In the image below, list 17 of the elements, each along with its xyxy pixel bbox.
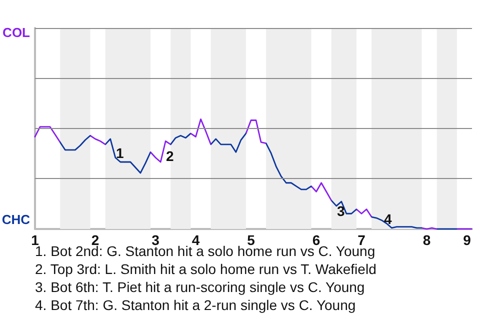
- annotation: 4: [384, 211, 392, 227]
- x-tick-label: 6: [312, 232, 320, 248]
- x-tick-label: 9: [463, 232, 472, 248]
- text: 2. Top 3rd: L. Smith hit a solo home run vs T. Wakefield: [35, 261, 376, 277]
- annotation: 3: [337, 203, 345, 219]
- text: 4. Bot 7th: G. Stanton hit a 2-run single vs C. Young: [35, 297, 356, 313]
- x-tick-label: 3: [152, 232, 160, 248]
- x-tick-label: 4: [192, 232, 200, 248]
- x-tick-label: 8: [422, 232, 431, 248]
- annotation: 1: [116, 145, 124, 161]
- x-tick-label: 5: [247, 232, 256, 248]
- x-tick-label: 2: [91, 232, 100, 248]
- annotation: 2: [166, 148, 174, 164]
- text: COL: [2, 25, 30, 40]
- text: CHC: [2, 212, 31, 227]
- text: 3. Bot 6th: T. Piet hit a run-scoring single vs C. Young: [35, 279, 365, 295]
- x-tick-label: 7: [358, 232, 366, 248]
